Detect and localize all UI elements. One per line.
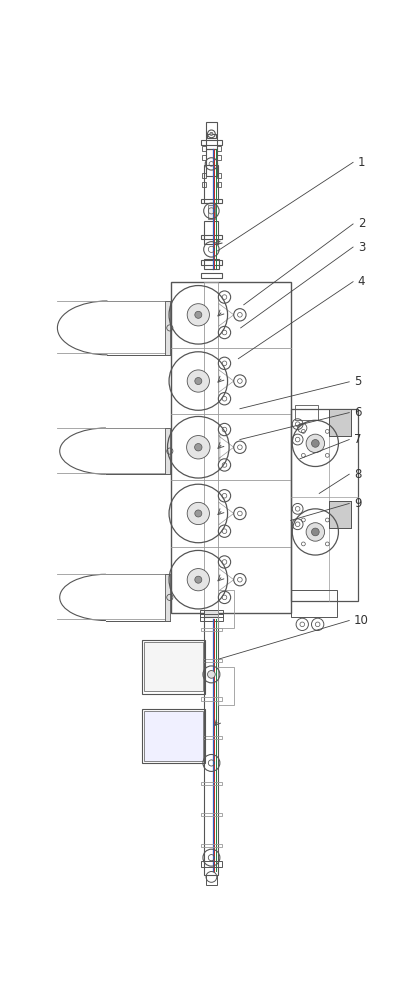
Bar — [329, 409, 351, 436]
Text: 5: 5 — [354, 375, 361, 388]
Bar — [165, 428, 170, 474]
Bar — [201, 628, 222, 631]
Bar — [205, 617, 218, 875]
Text: 6: 6 — [354, 406, 361, 419]
Text: 2: 2 — [358, 217, 365, 230]
Circle shape — [312, 440, 319, 447]
Bar — [201, 140, 222, 145]
Circle shape — [186, 436, 210, 459]
Bar — [144, 642, 203, 691]
Bar — [206, 875, 217, 885]
Circle shape — [195, 576, 202, 583]
Bar — [201, 736, 222, 739]
Text: 9: 9 — [354, 497, 361, 510]
Text: 1: 1 — [358, 156, 365, 169]
Bar — [165, 574, 170, 620]
Bar — [202, 155, 206, 160]
Text: 3: 3 — [358, 241, 365, 254]
Circle shape — [187, 370, 210, 392]
Circle shape — [187, 304, 210, 326]
Bar — [165, 301, 170, 355]
Text: 7: 7 — [354, 433, 361, 446]
Bar — [205, 610, 218, 617]
Bar — [291, 590, 337, 617]
Bar — [201, 659, 222, 662]
Bar — [201, 813, 222, 816]
Bar — [206, 149, 217, 176]
Bar — [144, 711, 203, 761]
Bar — [329, 409, 351, 436]
Bar — [205, 165, 218, 203]
Text: 8: 8 — [354, 468, 361, 481]
Bar — [201, 861, 222, 867]
Bar — [142, 709, 205, 763]
Bar — [217, 182, 220, 187]
Bar — [206, 122, 217, 149]
Circle shape — [194, 444, 202, 451]
Bar — [200, 614, 223, 620]
Circle shape — [210, 132, 213, 135]
Bar — [202, 182, 206, 187]
Circle shape — [195, 378, 202, 385]
Bar — [329, 501, 351, 528]
Circle shape — [195, 510, 202, 517]
Circle shape — [207, 671, 215, 678]
Bar — [200, 610, 223, 617]
Bar — [201, 273, 222, 278]
Bar — [142, 640, 205, 694]
Bar — [218, 667, 234, 705]
Bar — [329, 501, 351, 528]
Bar — [217, 146, 220, 151]
Text: 4: 4 — [358, 275, 365, 288]
Circle shape — [306, 434, 325, 453]
Bar — [201, 782, 222, 785]
Bar — [171, 282, 291, 613]
Bar — [202, 173, 206, 178]
Circle shape — [312, 528, 319, 536]
Bar — [218, 590, 234, 628]
Bar — [291, 409, 359, 601]
Bar — [201, 698, 222, 701]
Bar — [202, 146, 206, 151]
Bar — [217, 173, 220, 178]
Bar — [204, 259, 219, 269]
Bar — [205, 221, 218, 244]
Circle shape — [187, 569, 210, 591]
Circle shape — [187, 502, 210, 525]
Bar — [201, 235, 222, 239]
Bar — [217, 155, 220, 160]
Bar — [207, 205, 215, 219]
Circle shape — [306, 523, 325, 541]
Text: 10: 10 — [354, 614, 369, 627]
Bar — [201, 199, 222, 203]
Bar — [207, 134, 216, 138]
Bar — [294, 405, 318, 420]
Bar — [201, 844, 222, 847]
Bar — [205, 282, 218, 613]
Circle shape — [195, 311, 202, 318]
Bar — [201, 260, 222, 265]
